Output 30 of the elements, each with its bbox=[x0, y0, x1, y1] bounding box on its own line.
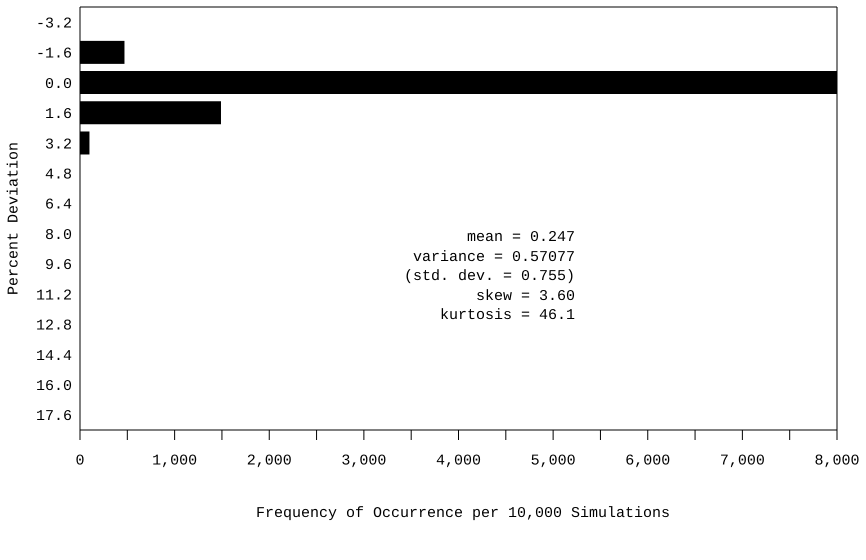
y-tick-label: 11.2 bbox=[36, 287, 72, 304]
y-tick-label: -3.2 bbox=[36, 15, 72, 32]
y-tick-label: -1.6 bbox=[36, 46, 72, 63]
y-tick-label: 1.6 bbox=[44, 106, 72, 124]
y-tick-label: 0.0 bbox=[44, 76, 72, 93]
y-tick-label: 4.8 bbox=[44, 166, 72, 184]
x-tick-label: 8,000 bbox=[814, 452, 860, 470]
annotation: (std. dev. = 0.755) bbox=[402, 267, 575, 286]
y-tick-label: 12.8 bbox=[36, 318, 72, 335]
x-axis-title: Frequency of Occurrence per 10,000 Simulations bbox=[254, 505, 672, 522]
y-tick-label: 3.2 bbox=[44, 136, 72, 154]
y-tick-label: 14.4 bbox=[36, 348, 72, 365]
x-tick-label: 6,000 bbox=[625, 452, 670, 470]
x-tick-label: 1,000 bbox=[152, 452, 198, 470]
annotation: skew = 3.60 bbox=[474, 286, 575, 306]
y-tick-label: 8.0 bbox=[44, 226, 72, 244]
annotation: variance = 0.57077 bbox=[412, 248, 575, 267]
y-tick-label: 9.6 bbox=[44, 257, 72, 274]
x-tick-label: 2,000 bbox=[246, 452, 292, 470]
x-tick-label: 4,000 bbox=[436, 452, 482, 470]
y-tick-label: 16.0 bbox=[36, 378, 72, 396]
x-tick-label: 7,000 bbox=[720, 452, 765, 470]
x-tick-label: 3,000 bbox=[341, 452, 386, 470]
x-tick-label: 5,000 bbox=[530, 452, 576, 470]
annotation: kurtosis = 46.1 bbox=[438, 306, 575, 326]
y-tick-label: 17.6 bbox=[36, 408, 72, 426]
y-tick-label: 6.4 bbox=[44, 196, 72, 214]
y-axis-title: Percent Deviation bbox=[5, 142, 22, 296]
x-tick-label: 0 bbox=[75, 452, 85, 470]
annotation: mean = 0.247 bbox=[466, 228, 575, 248]
